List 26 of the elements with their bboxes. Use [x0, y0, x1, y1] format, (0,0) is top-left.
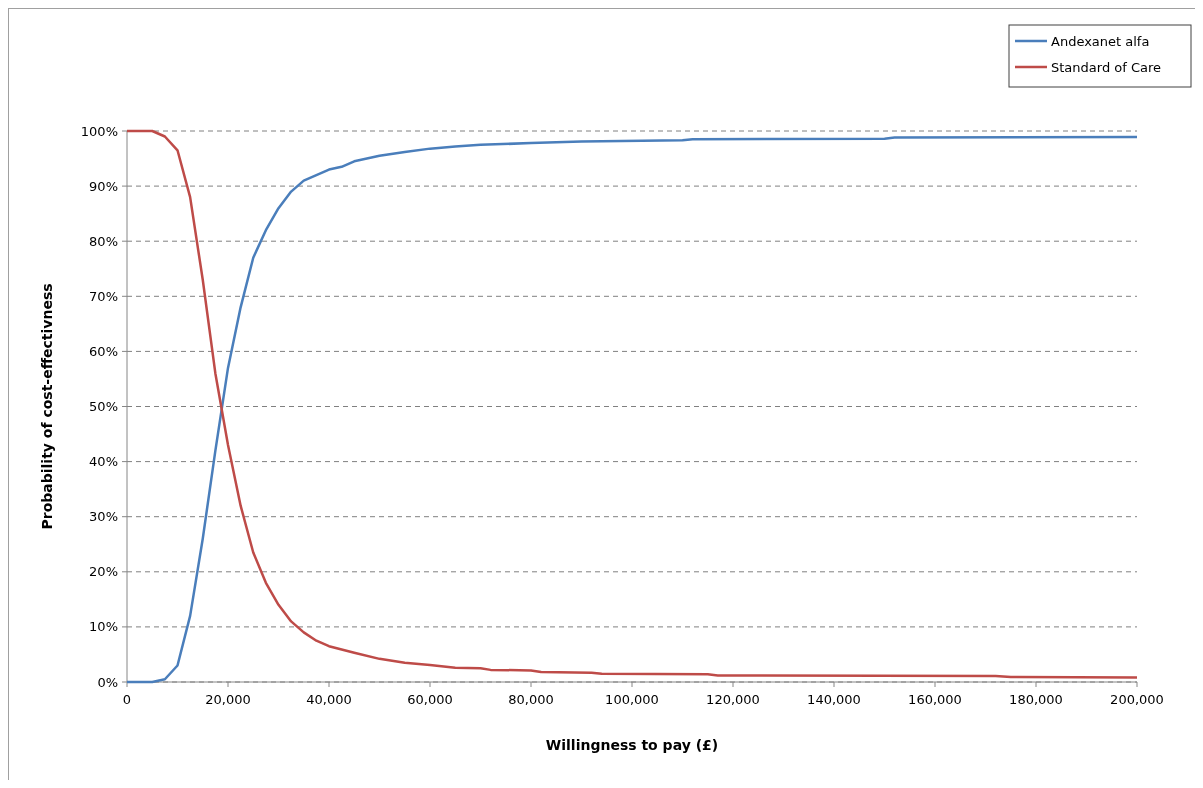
y-tick-label: 90% [89, 178, 118, 194]
x-tick-label: 0 [122, 692, 132, 707]
y-tick-label: 80% [89, 233, 118, 249]
x-tick-label: 80,000 [508, 692, 554, 707]
y-axis-title: Probability of cost-effectivness [39, 283, 55, 530]
x-tick-label: 40,000 [306, 692, 352, 707]
y-tick-label: 10% [89, 619, 118, 635]
x-tick-label: 20,000 [205, 692, 251, 707]
x-axis-title: Willingness to pay (£) [545, 737, 719, 753]
x-tick-label: 200,000 [1110, 692, 1164, 707]
x-tick-label: 120,000 [706, 692, 760, 707]
y-tick-label: 70% [89, 288, 118, 304]
y-tick-label: 60% [89, 343, 118, 359]
x-tick-label: 180,000 [1009, 692, 1063, 707]
x-tick-label: 160,000 [908, 692, 962, 707]
x-tick-label: 60,000 [407, 692, 453, 707]
legend-label: Standard of Care [1051, 59, 1162, 75]
y-tick-label: 30% [89, 509, 118, 525]
y-tick-label: 100% [80, 123, 118, 139]
x-tick-label: 100,000 [605, 692, 659, 707]
y-tick-label: 20% [89, 564, 118, 580]
x-tick-label: 140,000 [807, 692, 861, 707]
y-tick-label: 50% [89, 399, 118, 415]
legend-label: Andexanet alfa [1051, 33, 1150, 49]
y-tick-label: 40% [89, 454, 118, 470]
y-tick-label: 0% [97, 674, 118, 690]
